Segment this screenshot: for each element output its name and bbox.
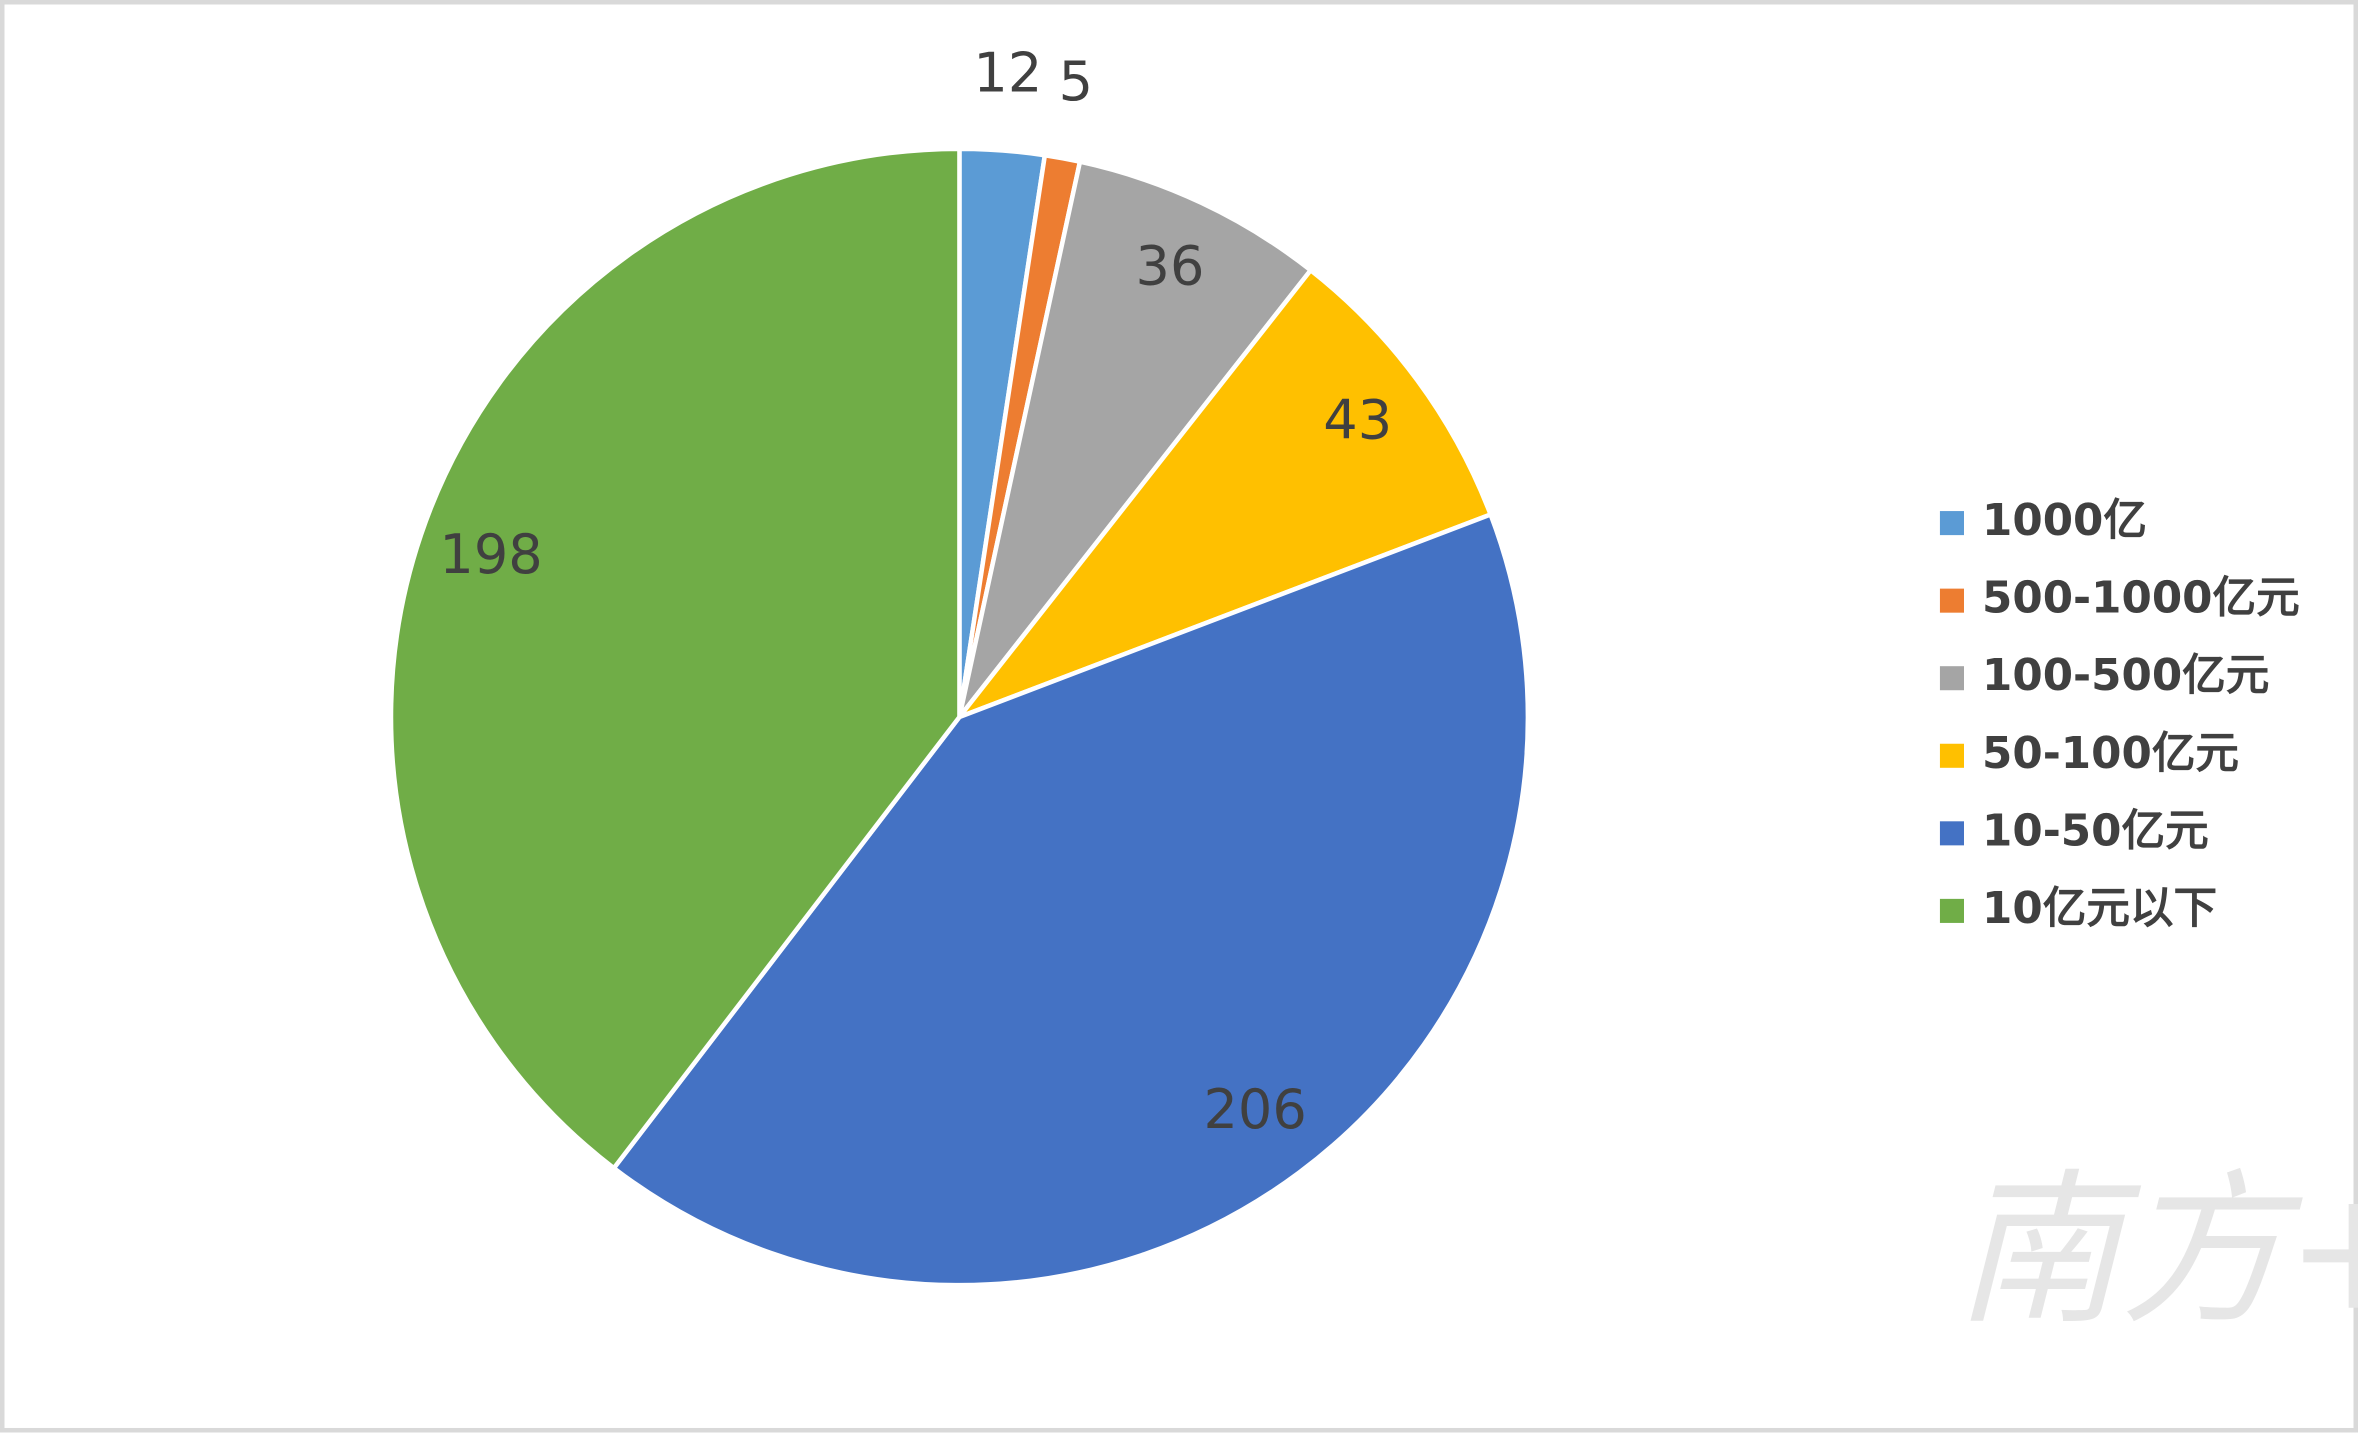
legend-swatch (1939, 511, 1964, 536)
watermark: 南方+ (1955, 1155, 2358, 1348)
data-label: 206 (1203, 1078, 1306, 1141)
legend-swatch (1939, 898, 1964, 923)
data-label: 198 (439, 523, 542, 586)
legend-label: 100-500亿元 (1982, 651, 2269, 701)
legend-swatch (1939, 743, 1964, 768)
legend-label: 500-1000亿元 (1982, 574, 2300, 624)
data-label: 36 (1136, 234, 1205, 297)
legend-label: 10-50亿元 (1982, 806, 2209, 856)
data-label: 12 (973, 41, 1042, 104)
pie-slice (952, 267, 1494, 723)
data-label: 43 (1323, 389, 1392, 452)
legend-label: 50-100亿元 (1982, 729, 2239, 779)
legend-swatch (1939, 588, 1964, 613)
pie-slice (957, 159, 1314, 719)
pie-slice (388, 146, 962, 1172)
legend-swatch (1939, 821, 1964, 846)
legend-label: 1000亿 (1982, 496, 2147, 546)
legend-swatch (1939, 666, 1964, 691)
legend-label: 10亿元以下 (1982, 884, 2217, 934)
pie-slice (610, 511, 1531, 1288)
data-label: 5 (1059, 50, 1093, 113)
